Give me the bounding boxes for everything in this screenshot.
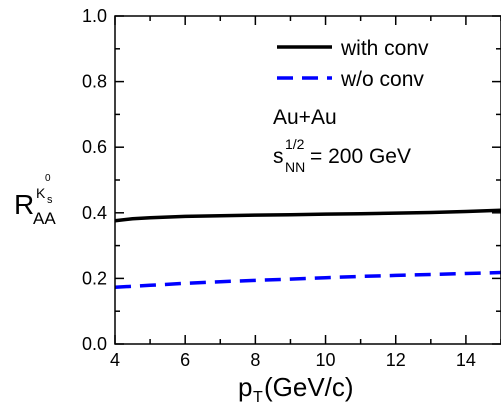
y-tick-label: 0.6: [82, 137, 107, 157]
series-layer: [114, 208, 501, 290]
y-tick-label: 0.2: [82, 268, 107, 288]
energy-superscript: 1/2: [285, 136, 305, 152]
y-axis-title-sup-sub: s: [47, 194, 53, 206]
x-tick-label: 8: [250, 350, 260, 370]
x-axis-title-unit: (GeV/c): [264, 372, 354, 402]
legend: with conv w/o conv: [277, 37, 429, 91]
energy-label: s 1/2 NN = 200 GeV: [273, 136, 411, 175]
x-axis-title: p T (GeV/c): [238, 372, 354, 405]
x-tick-label: 4: [110, 350, 120, 370]
energy-value: = 200 GeV: [310, 145, 411, 168]
axis-ticks: [114, 15, 501, 345]
energy-symbol: s: [273, 145, 284, 168]
y-axis-title: R AA K s 0: [14, 173, 56, 228]
y-axis-title-sup: K: [36, 185, 46, 201]
x-tick-label: 6: [180, 350, 190, 370]
x-tick-label: 12: [386, 350, 406, 370]
x-tick-label: 14: [456, 350, 476, 370]
x-axis-title-main: p: [238, 372, 252, 402]
y-tick-label: 0.0: [82, 334, 107, 354]
x-tick-label: 10: [316, 350, 336, 370]
y-axis-title-main: R: [14, 189, 34, 220]
energy-subscript: NN: [285, 159, 305, 175]
y-axis-title-sub: AA: [33, 209, 56, 228]
series-with-conv-line: [114, 208, 501, 223]
series-wo-conv-line: [114, 270, 501, 290]
x-axis-title-sub: T: [253, 389, 263, 405]
y-tick-label: 0.8: [82, 72, 107, 92]
collision-system-label: Au+Au: [273, 106, 337, 129]
y-tick-label: 0.4: [82, 203, 107, 223]
y-tick-label: 1.0: [82, 6, 107, 26]
plot-frame: [114, 15, 501, 345]
y-axis-title-sup-sup: 0: [45, 173, 51, 184]
tick-labels: 4 6 8 10 12 14 0.0 0.2 0.4 0.6 0.8 1.0: [82, 6, 476, 370]
legend-label-with-conv: with conv: [340, 37, 429, 60]
legend-label-wo-conv: w/o conv: [340, 68, 424, 91]
